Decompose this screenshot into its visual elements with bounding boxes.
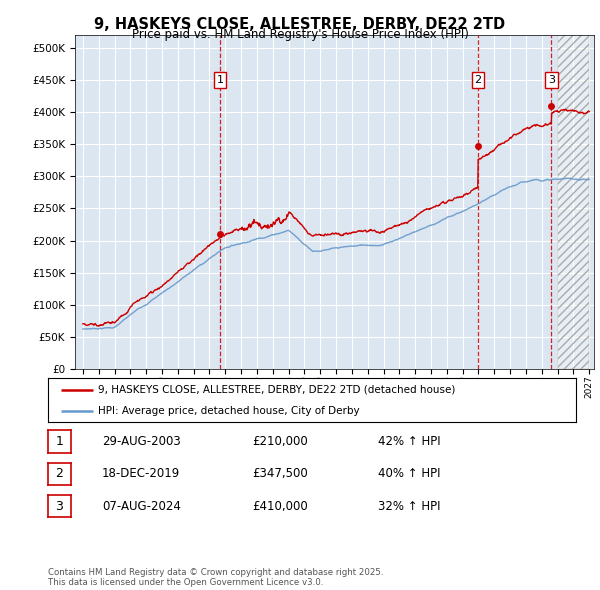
Text: 42% ↑ HPI: 42% ↑ HPI: [378, 435, 440, 448]
Text: 29-AUG-2003: 29-AUG-2003: [102, 435, 181, 448]
Text: 18-DEC-2019: 18-DEC-2019: [102, 467, 180, 480]
Text: £410,000: £410,000: [252, 500, 308, 513]
Text: 07-AUG-2024: 07-AUG-2024: [102, 500, 181, 513]
Text: 2: 2: [55, 467, 64, 480]
Text: 9, HASKEYS CLOSE, ALLESTREE, DERBY, DE22 2TD (detached house): 9, HASKEYS CLOSE, ALLESTREE, DERBY, DE22…: [98, 385, 455, 395]
Text: 9, HASKEYS CLOSE, ALLESTREE, DERBY, DE22 2TD: 9, HASKEYS CLOSE, ALLESTREE, DERBY, DE22…: [94, 17, 506, 31]
Text: 3: 3: [548, 76, 555, 86]
Text: 1: 1: [55, 435, 64, 448]
Text: Price paid vs. HM Land Registry's House Price Index (HPI): Price paid vs. HM Land Registry's House …: [131, 28, 469, 41]
Text: £210,000: £210,000: [252, 435, 308, 448]
Text: HPI: Average price, detached house, City of Derby: HPI: Average price, detached house, City…: [98, 406, 360, 416]
Text: Contains HM Land Registry data © Crown copyright and database right 2025.
This d: Contains HM Land Registry data © Crown c…: [48, 568, 383, 587]
Text: 3: 3: [55, 500, 64, 513]
Text: 1: 1: [217, 76, 223, 86]
Text: £347,500: £347,500: [252, 467, 308, 480]
Text: 40% ↑ HPI: 40% ↑ HPI: [378, 467, 440, 480]
Text: 2: 2: [474, 76, 481, 86]
Text: 32% ↑ HPI: 32% ↑ HPI: [378, 500, 440, 513]
